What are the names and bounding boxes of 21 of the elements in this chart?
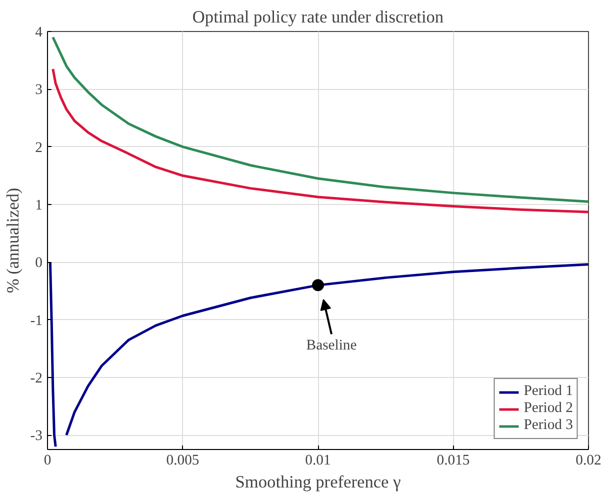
- line-series: [52, 68, 588, 214]
- x-axis-title: Smoothing preference γ: [235, 472, 402, 492]
- y-tick-label: -2: [30, 370, 43, 386]
- y-tick-label: 1: [35, 197, 42, 214]
- legend-label: Period 1: [524, 383, 573, 400]
- legend-label: Period 3: [524, 417, 573, 434]
- x-tick-label: 0.01: [305, 452, 331, 468]
- y-tick-label: -3: [30, 428, 43, 444]
- y-tick-label: 0: [35, 255, 42, 272]
- y-tick-label: 2: [35, 140, 42, 156]
- annotation: Baseline: [306, 338, 357, 354]
- chart-title: Optimal policy rate under discretion: [192, 8, 444, 26]
- x-tick-label: 0.02: [576, 452, 602, 468]
- y-tick-label: 3: [35, 82, 42, 98]
- x-tick-label: 0.015: [436, 452, 470, 468]
- y-tick-label: -1: [30, 312, 43, 329]
- y-axis-title: % (annualized): [3, 188, 22, 294]
- y-tick-label: 4: [35, 24, 44, 40]
- legend-label: Period 2: [524, 400, 573, 417]
- line-series: [52, 36, 588, 203]
- x-tick-label: 0.005: [166, 452, 200, 468]
